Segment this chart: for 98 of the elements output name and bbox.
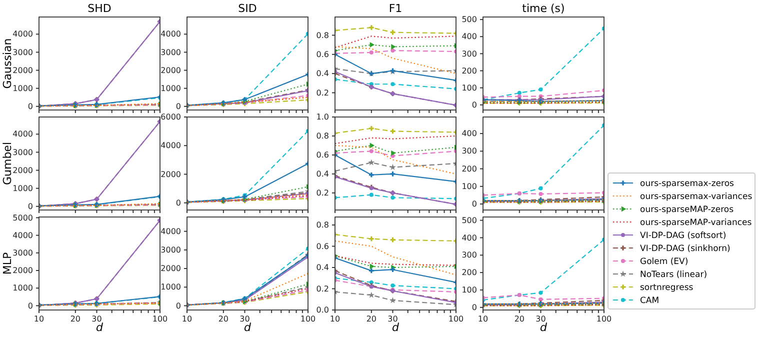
- y-tick-label: 400: [462, 233, 477, 242]
- y-tick-label: 0.8: [316, 220, 329, 230]
- chart-title: time (s): [522, 2, 565, 15]
- y-tick-label: 0.6: [316, 242, 329, 251]
- y-tick-label: 0.2: [316, 88, 329, 98]
- y-tick-label: 100: [462, 286, 477, 295]
- y-tick-label: 2000: [12, 266, 33, 276]
- y-axis-title: Gumbel: [1, 142, 14, 186]
- y-tick-label: 100: [462, 182, 477, 191]
- y-tick-label: 0.2: [316, 284, 329, 294]
- y-tick-label: 200: [462, 164, 477, 174]
- x-tick-label: 100: [448, 314, 464, 324]
- y-tick-label: 4000: [12, 130, 33, 139]
- y-tick-label: 2000: [160, 264, 181, 274]
- y-tick-label: 0: [176, 301, 181, 310]
- legend-label: Golem (EV): [640, 257, 688, 267]
- y-tick-label: 0.8: [316, 132, 329, 141]
- x-tick-label: 10: [34, 314, 44, 324]
- y-tick-label: 2000: [12, 66, 33, 75]
- x-axis-title: d: [392, 321, 400, 334]
- y-tick-label: 4000: [160, 30, 181, 39]
- x-axis-title: d: [96, 321, 104, 334]
- y-tick-label: 1000: [160, 282, 181, 292]
- y-tick-label: 1000: [160, 84, 181, 93]
- y-tick-label: 6000: [160, 112, 181, 122]
- x-tick-label: 20: [218, 314, 229, 324]
- y-tick-label: 3000: [12, 248, 33, 258]
- y-tick-label: 400: [462, 129, 477, 138]
- y-tick-label: 3000: [160, 245, 181, 254]
- x-tick-label: 20: [514, 314, 525, 324]
- y-tick-label: 3000: [160, 48, 181, 57]
- y-tick-label: 0.8: [316, 30, 329, 40]
- y-tick-label: 500: [462, 15, 477, 24]
- y-tick-label: 2000: [160, 66, 181, 75]
- y-tick-label: 4000: [12, 30, 33, 39]
- y-tick-label: 0: [28, 202, 33, 211]
- y-tick-label: 0.4: [316, 170, 329, 178]
- legend-label: ours-sparsemax-variances: [640, 192, 753, 202]
- y-tick-label: 100: [462, 83, 477, 92]
- y-tick-label: 3000: [12, 148, 33, 157]
- chart-title: SHD: [88, 2, 112, 15]
- y-tick-label: 0.6: [316, 150, 329, 160]
- x-tick-label: 30: [240, 314, 250, 324]
- y-tick-label: 1000: [12, 84, 33, 93]
- y-tick-label: 4000: [12, 230, 33, 240]
- y-tick-label: 0: [472, 200, 477, 209]
- y-tick-label: 0: [176, 198, 181, 208]
- y-tick-label: 0: [472, 302, 477, 312]
- x-tick-label: 10: [478, 314, 488, 324]
- y-tick-label: 3000: [12, 48, 33, 57]
- chart-title: F1: [388, 2, 402, 15]
- legend-label: ours-sparseMAP-variances: [640, 218, 752, 228]
- y-tick-label: 0: [28, 102, 33, 111]
- y-tick-label: 0: [176, 102, 181, 111]
- legend-label: sortnregress: [640, 283, 694, 293]
- y-tick-label: 400: [462, 32, 477, 42]
- y-tick-label: 500: [462, 216, 477, 225]
- x-tick-label: 30: [536, 314, 546, 324]
- y-tick-label: 300: [462, 250, 477, 260]
- y-tick-label: 300: [462, 49, 477, 58]
- y-tick-label: 0.4: [316, 69, 329, 78]
- x-axis-title: d: [540, 321, 548, 334]
- x-tick-label: 20: [70, 314, 81, 324]
- y-tick-label: 2000: [12, 166, 33, 175]
- y-tick-label: 5000: [12, 213, 33, 222]
- x-axis-title: d: [244, 321, 252, 334]
- x-tick-label: 30: [92, 314, 102, 324]
- y-tick-label: 1000: [12, 284, 33, 293]
- y-tick-label: 0.4: [316, 263, 329, 272]
- y-tick-label: 200: [462, 66, 477, 76]
- x-tick-label: 10: [330, 314, 340, 324]
- y-tick-label: 0.0: [316, 306, 329, 315]
- x-tick-label: 20: [366, 314, 377, 324]
- x-tick-label: 100: [596, 314, 612, 324]
- x-tick-label: 30: [388, 314, 398, 324]
- y-tick-label: 2000: [160, 170, 181, 179]
- y-tick-label: 4000: [160, 141, 181, 150]
- y-tick-label: 200: [462, 268, 477, 278]
- legend-label: ours-sparseMAP-zeros: [640, 205, 734, 215]
- x-tick-label: 100: [300, 314, 316, 324]
- y-tick-label: 0.2: [316, 188, 329, 198]
- y-axis-title: Gaussian: [1, 38, 14, 89]
- y-tick-label: 0: [472, 100, 477, 110]
- legend-label: ours-sparsemax-zeros: [640, 179, 735, 189]
- y-tick-label: 0.6: [316, 50, 329, 59]
- y-axis-title: MLP: [1, 252, 14, 275]
- y-tick-label: 1.0: [316, 112, 329, 122]
- legend-label: NoTears (linear): [640, 270, 708, 280]
- chart-title: SID: [238, 2, 257, 15]
- y-tick-label: 4000: [160, 226, 181, 236]
- legend-label: CAM: [640, 296, 660, 306]
- y-tick-label: 300: [462, 146, 477, 156]
- x-tick-label: 10: [182, 314, 192, 324]
- legend-label: VI-DP-DAG (softsort): [640, 231, 726, 241]
- x-tick-label: 100: [152, 314, 168, 324]
- y-tick-label: 0: [28, 301, 33, 310]
- legend-label: VI-DP-DAG (sinkhorn): [640, 244, 730, 254]
- y-tick-label: 1000: [12, 184, 33, 193]
